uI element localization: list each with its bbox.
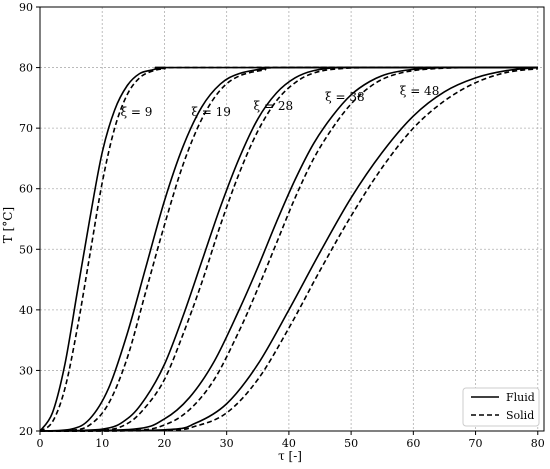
axis-ticks: 0 10 20 30 40 50 60 70 80 20 30 40 50 60 70 80 90	[19, 1, 545, 450]
y-tick-label: 80	[19, 62, 33, 75]
curve-annotation: ξ = 19	[191, 105, 231, 119]
y-tick-label: 60	[19, 183, 33, 196]
x-tick-label: 40	[282, 437, 296, 450]
y-axis-title: T [°C]	[1, 207, 15, 243]
plot-frame	[39, 6, 545, 432]
curve-labels: ξ = 9 ξ = 19 ξ = 28 ξ = 38 ξ = 48	[120, 84, 439, 119]
legend-solid-label: Solid	[506, 409, 534, 422]
y-tick-label: 40	[19, 304, 33, 317]
x-tick-label: 60	[406, 437, 420, 450]
y-tick-label: 50	[19, 243, 33, 256]
curve-group	[39, 66, 538, 432]
curve-annotation: ξ = 38	[325, 90, 365, 104]
curve-annotation: ξ = 28	[254, 99, 294, 113]
solid-curve	[39, 66, 538, 432]
curve-annotation: ξ = 9	[120, 105, 152, 119]
y-tick-label: 70	[19, 122, 33, 135]
y-tick-label: 90	[19, 1, 33, 14]
fluid-curve	[39, 66, 538, 432]
x-tick-label: 30	[220, 437, 234, 450]
x-axis-title: τ [-]	[278, 449, 302, 463]
solid-curve	[39, 67, 538, 432]
fluid-curve	[39, 66, 538, 432]
solid-curve	[39, 66, 538, 432]
legend: Fluid Solid	[462, 387, 540, 427]
x-tick-label: 80	[531, 437, 545, 450]
fluid-curve	[39, 66, 538, 432]
x-tick-label: 70	[469, 437, 483, 450]
x-tick-label: 50	[344, 437, 358, 450]
x-tick-label: 0	[37, 437, 44, 450]
solid-curve	[39, 66, 538, 432]
y-tick-label: 20	[19, 425, 33, 438]
curve-annotation: ξ = 48	[400, 84, 440, 98]
x-tick-label: 20	[157, 437, 171, 450]
y-tick-label: 30	[19, 364, 33, 377]
legend-fluid-label: Fluid	[506, 391, 535, 404]
x-tick-label: 10	[95, 437, 109, 450]
solid-curve	[39, 66, 538, 432]
